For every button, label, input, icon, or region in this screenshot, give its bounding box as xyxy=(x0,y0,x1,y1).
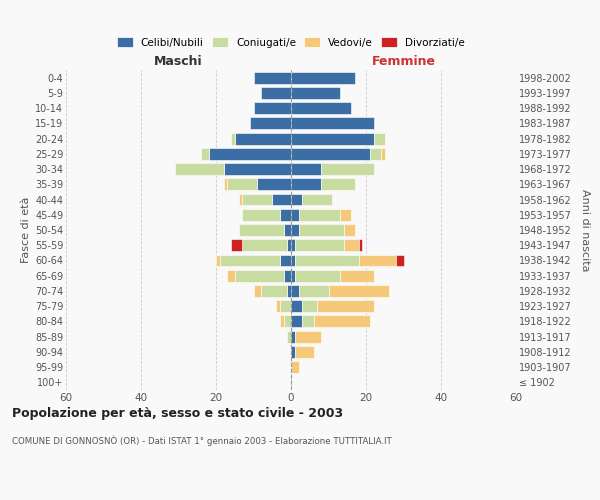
Text: Femmine: Femmine xyxy=(371,54,436,68)
Legend: Celibi/Nubili, Coniugati/e, Vedovi/e, Divorziati/e: Celibi/Nubili, Coniugati/e, Vedovi/e, Di… xyxy=(113,33,469,52)
Bar xyxy=(287,240,291,251)
Bar xyxy=(314,316,370,328)
Bar xyxy=(291,285,299,297)
Bar xyxy=(175,163,223,175)
Bar xyxy=(201,148,209,160)
Bar xyxy=(231,132,235,144)
Bar xyxy=(291,240,295,251)
Bar xyxy=(343,240,359,251)
Bar xyxy=(291,270,295,281)
Bar xyxy=(242,194,272,205)
Y-axis label: Anni di nascita: Anni di nascita xyxy=(580,188,590,271)
Bar xyxy=(291,132,373,144)
Bar xyxy=(287,285,291,297)
Bar xyxy=(291,102,351,114)
Text: COMUNE DI GONNOSNÒ (OR) - Dati ISTAT 1° gennaio 2003 - Elaborazione TUTTITALIA.I: COMUNE DI GONNOSNÒ (OR) - Dati ISTAT 1° … xyxy=(12,435,392,446)
Bar xyxy=(295,346,314,358)
Bar xyxy=(280,209,291,220)
Bar xyxy=(370,148,381,160)
Bar xyxy=(235,132,291,144)
Bar xyxy=(302,300,317,312)
Bar xyxy=(321,178,355,190)
Bar xyxy=(291,118,373,130)
Bar xyxy=(235,270,284,281)
Bar xyxy=(343,224,355,236)
Bar xyxy=(299,209,340,220)
Bar xyxy=(359,240,362,251)
Bar xyxy=(216,254,220,266)
Bar xyxy=(284,316,291,328)
Bar xyxy=(242,240,287,251)
Bar xyxy=(291,361,299,373)
Bar xyxy=(280,300,291,312)
Bar xyxy=(381,148,385,160)
Bar xyxy=(231,240,242,251)
Bar xyxy=(250,118,291,130)
Bar xyxy=(291,209,299,220)
Bar xyxy=(239,194,242,205)
Bar xyxy=(280,254,291,266)
Bar xyxy=(223,178,227,190)
Y-axis label: Fasce di età: Fasce di età xyxy=(20,197,31,263)
Bar xyxy=(280,316,284,328)
Bar xyxy=(373,132,385,144)
Bar xyxy=(302,316,314,328)
Bar xyxy=(291,346,295,358)
Bar xyxy=(299,224,343,236)
Bar xyxy=(340,209,351,220)
Bar xyxy=(359,254,396,266)
Bar xyxy=(223,163,291,175)
Bar xyxy=(254,102,291,114)
Bar xyxy=(284,270,291,281)
Bar xyxy=(291,148,370,160)
Bar xyxy=(291,224,299,236)
Bar xyxy=(302,194,332,205)
Bar xyxy=(261,87,291,99)
Bar xyxy=(317,300,373,312)
Bar xyxy=(291,330,295,342)
Bar xyxy=(227,270,235,281)
Bar xyxy=(291,87,340,99)
Bar xyxy=(242,209,280,220)
Bar xyxy=(291,300,302,312)
Bar xyxy=(257,178,291,190)
Bar xyxy=(295,270,340,281)
Bar xyxy=(227,178,257,190)
Bar xyxy=(321,163,373,175)
Bar xyxy=(209,148,291,160)
Bar xyxy=(295,254,359,266)
Bar xyxy=(291,316,302,328)
Bar xyxy=(340,270,373,281)
Bar xyxy=(295,240,343,251)
Text: Popolazione per età, sesso e stato civile - 2003: Popolazione per età, sesso e stato civil… xyxy=(12,408,343,420)
Bar xyxy=(396,254,404,266)
Bar xyxy=(291,72,355,84)
Bar xyxy=(291,163,321,175)
Bar xyxy=(254,285,261,297)
Bar xyxy=(291,178,321,190)
Bar xyxy=(291,194,302,205)
Bar xyxy=(254,72,291,84)
Bar xyxy=(284,224,291,236)
Bar xyxy=(329,285,389,297)
Bar xyxy=(295,330,321,342)
Bar xyxy=(291,254,295,266)
Bar xyxy=(272,194,291,205)
Bar xyxy=(276,300,280,312)
Bar xyxy=(287,330,291,342)
Bar xyxy=(261,285,287,297)
Bar xyxy=(220,254,280,266)
Text: Maschi: Maschi xyxy=(154,54,203,68)
Bar xyxy=(239,224,284,236)
Bar xyxy=(299,285,329,297)
